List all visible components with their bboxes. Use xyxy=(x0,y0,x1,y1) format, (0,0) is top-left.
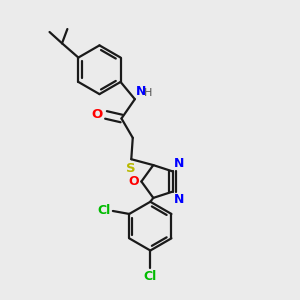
Text: Cl: Cl xyxy=(144,269,157,283)
Text: H: H xyxy=(143,88,152,98)
Text: O: O xyxy=(91,108,102,121)
Text: Cl: Cl xyxy=(98,205,111,218)
Text: N: N xyxy=(174,157,185,170)
Text: N: N xyxy=(136,85,146,98)
Text: O: O xyxy=(128,175,139,188)
Text: N: N xyxy=(174,193,185,206)
Text: S: S xyxy=(126,162,136,175)
